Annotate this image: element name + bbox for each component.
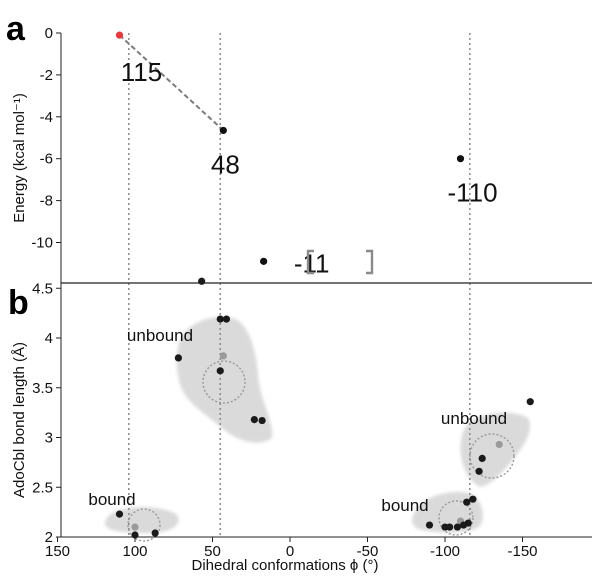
energy-point xyxy=(260,257,268,265)
panel-letter-b: b xyxy=(8,284,29,322)
energy-point-label: -110 xyxy=(447,178,497,208)
y-tick-label-a: 0 xyxy=(45,25,53,42)
cluster-regions xyxy=(104,317,531,542)
cluster-shape-unbound-left xyxy=(176,317,273,443)
cluster-label: bound xyxy=(88,490,135,509)
y-tick-label-b: 2.5 xyxy=(32,479,53,496)
y-tick-label-b: 3.5 xyxy=(32,380,53,397)
panel-letter-a: a xyxy=(6,10,26,48)
cluster-ring-unbound-left xyxy=(202,360,246,404)
energy-point-label: 48 xyxy=(211,149,240,179)
y-tick-label-b: 3 xyxy=(45,430,53,447)
x-tick-label: -100 xyxy=(430,543,460,560)
bond-length-point xyxy=(475,467,483,475)
cluster-shape-bound-left xyxy=(104,507,179,533)
plot-frame xyxy=(60,33,592,538)
cluster-ring-unbound-right xyxy=(469,433,515,479)
bracket-marker xyxy=(306,249,374,275)
y-tick-label-b: 2 xyxy=(45,529,53,546)
bond-length-point xyxy=(250,415,258,424)
energy-point xyxy=(115,31,124,39)
x-tick-label: -150 xyxy=(507,543,537,560)
bond-length-point xyxy=(469,495,477,503)
reference-lines xyxy=(128,33,471,537)
cluster-centroid xyxy=(131,523,139,531)
y-tick-label-a: -6 xyxy=(40,151,53,168)
y-axis-title-b: AdoCbl bond length (Å) xyxy=(11,342,28,498)
cluster-ring-bound-right xyxy=(438,500,474,536)
bond-length-point xyxy=(526,398,534,406)
bond-length-point xyxy=(216,367,224,375)
bond-length-point xyxy=(151,529,159,537)
x-tick-label: 100 xyxy=(122,543,147,560)
cluster-label: unbound xyxy=(127,326,193,345)
bond-length-point xyxy=(446,523,454,531)
y-tick-label-a: -4 xyxy=(40,109,53,126)
x-tick-label: 50 xyxy=(204,543,221,560)
bond-length-point xyxy=(115,510,124,518)
cluster-centroid xyxy=(219,352,227,360)
x-tick-label: 0 xyxy=(286,543,294,560)
y-tick-label-a: -2 xyxy=(40,67,53,84)
bond-length-point xyxy=(464,519,472,527)
x-axis-title: Dihedral conformations ϕ (°) xyxy=(192,557,379,574)
energy-point xyxy=(456,155,465,163)
bond-length-point xyxy=(478,454,486,462)
x-tick-label: -50 xyxy=(357,543,379,560)
bond-length-point xyxy=(222,315,231,323)
axes-ticks: 0 -2 -4 -6 -8 -10 2 2.5 3 3.5 4 4.5 150 100 50 0 -50 -100… xyxy=(31,25,537,560)
cluster-label: unbound xyxy=(441,409,507,428)
y-tick-label-a: -8 xyxy=(40,193,53,210)
energy-point xyxy=(219,126,227,135)
panel-b-marks: bound unbound bound unbound xyxy=(88,277,534,539)
cluster-label: bound xyxy=(381,496,428,515)
bond-length-point xyxy=(131,531,139,539)
y-tick-label-a: -10 xyxy=(31,235,53,252)
bond-length-point xyxy=(258,416,266,425)
bond-length-point xyxy=(198,277,206,285)
cluster-centroid xyxy=(495,440,503,449)
y-tick-label-b: 4.5 xyxy=(32,280,53,297)
bond-length-point xyxy=(174,354,182,362)
x-tick-label: 150 xyxy=(45,543,70,560)
energy-point-label: 115 xyxy=(121,57,162,87)
bond-length-point xyxy=(216,315,224,323)
y-axis-title-a: Energy (kcal mol⁻¹) xyxy=(11,93,28,223)
y-tick-label-b: 4 xyxy=(45,330,53,347)
bond-length-point xyxy=(453,523,461,531)
bond-length-point xyxy=(463,498,471,506)
bond-length-point xyxy=(425,521,434,529)
